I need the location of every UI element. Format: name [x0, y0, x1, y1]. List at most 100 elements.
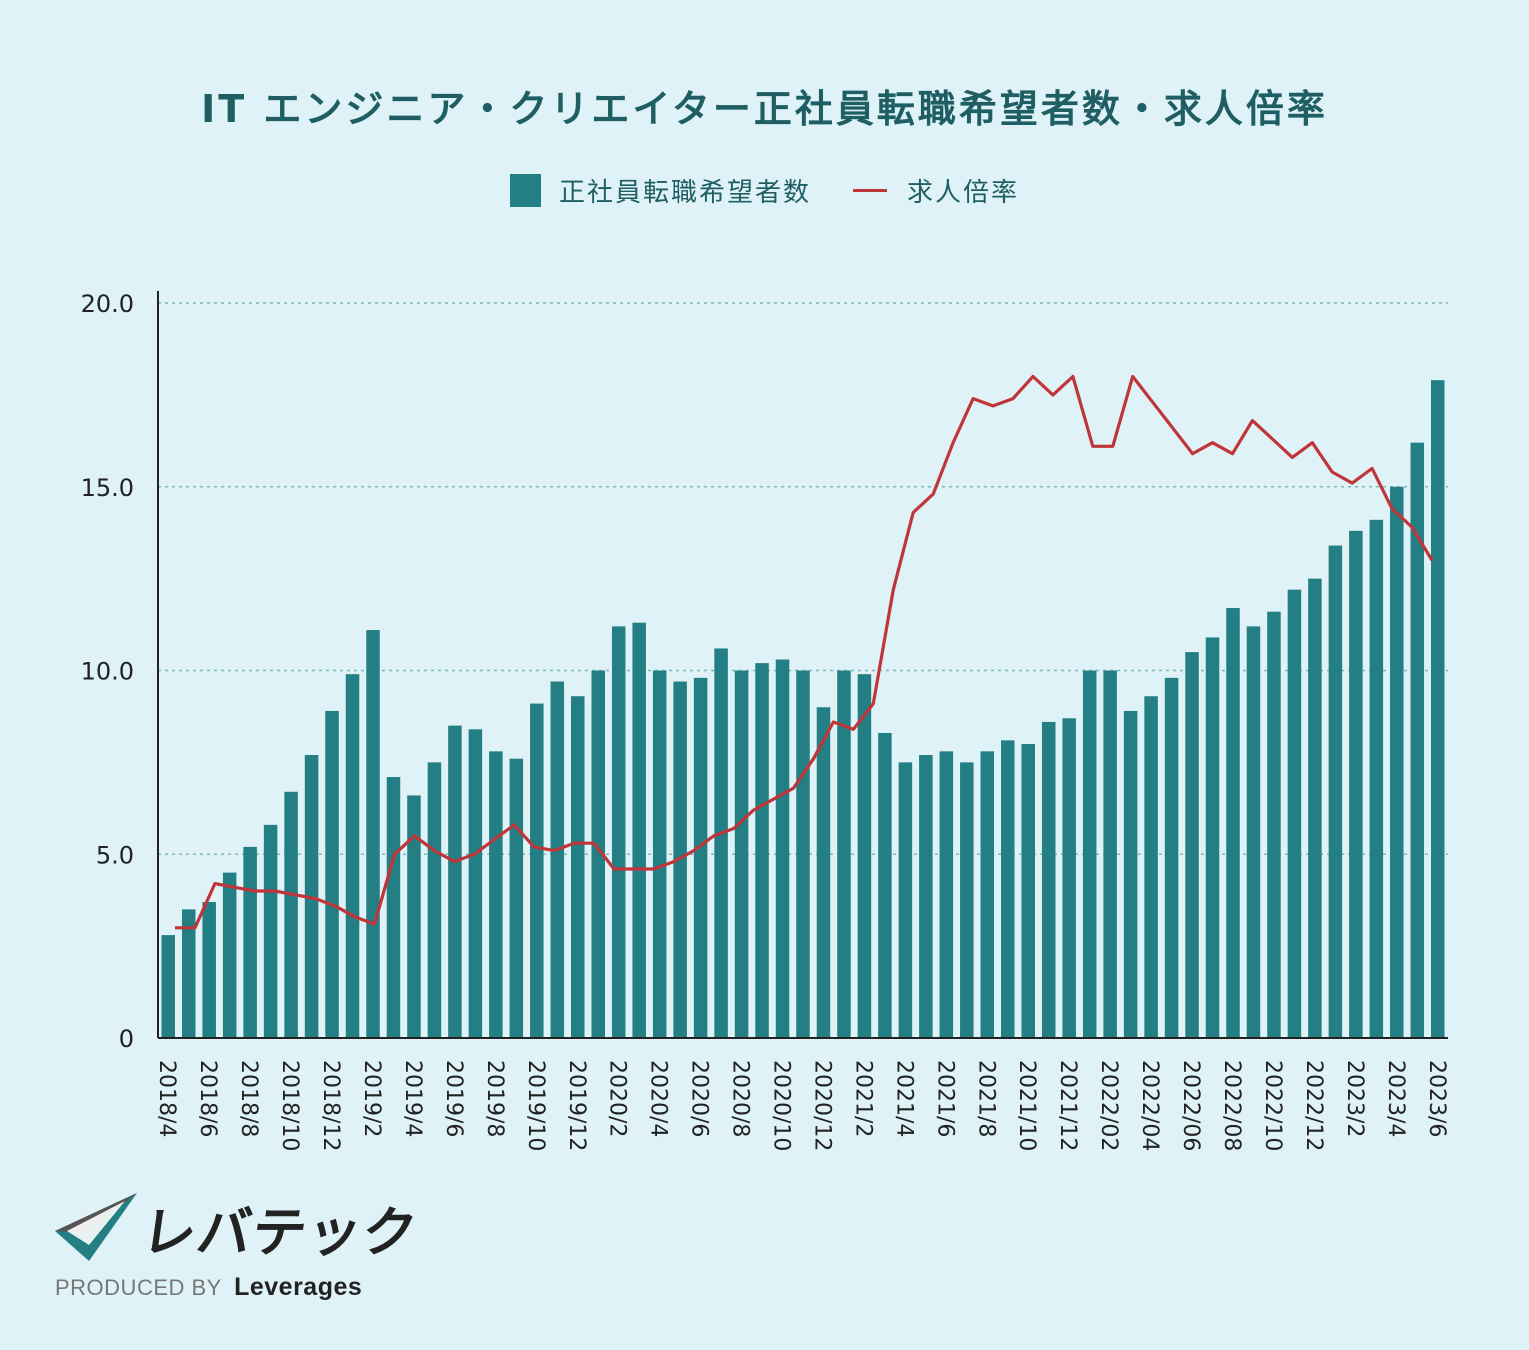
bar — [1185, 652, 1199, 1038]
bar — [939, 751, 954, 1038]
bar — [734, 670, 749, 1038]
legend-swatch-bar — [509, 174, 541, 207]
bar — [714, 648, 728, 1038]
bar — [181, 909, 196, 1038]
bar — [1287, 589, 1302, 1038]
y-tick-label: 15.0 — [81, 474, 134, 502]
bar — [222, 872, 237, 1038]
bar — [427, 762, 442, 1038]
x-tick-label: 2023/6 — [1424, 1060, 1449, 1137]
produced-by-line: PRODUCED BY Leverages — [55, 1273, 418, 1302]
bar — [775, 659, 790, 1038]
bar — [837, 670, 851, 1038]
y-tick-label: 5.0 — [96, 841, 134, 869]
bar — [857, 674, 872, 1038]
x-tick-label: 2019/4 — [400, 1060, 425, 1137]
bar — [919, 755, 933, 1038]
brand-logo: レバテック PRODUCED BY Leverages — [55, 1188, 422, 1302]
y-tick-label: 0 — [119, 1025, 134, 1053]
bar — [1349, 530, 1363, 1038]
bar — [1267, 611, 1281, 1038]
bar — [898, 762, 913, 1038]
bar — [611, 626, 626, 1038]
x-tick-label: 2018/8 — [236, 1060, 261, 1137]
bar — [1123, 710, 1138, 1038]
x-tick-label: 2022/12 — [1301, 1060, 1326, 1151]
bar — [1205, 637, 1220, 1038]
x-tick-label: 2019/12 — [564, 1060, 589, 1151]
bar — [345, 674, 360, 1038]
y-tick-label: 20.0 — [81, 290, 134, 318]
bar — [1410, 442, 1425, 1038]
bar — [407, 795, 421, 1038]
legend-label-applicants: 正社員転職希望者数 — [558, 178, 811, 208]
bar — [755, 663, 769, 1038]
x-tick-label: 2021/6 — [932, 1060, 957, 1137]
x-tick-label: 2023/2 — [1342, 1060, 1367, 1137]
bar — [530, 703, 544, 1038]
bar — [1246, 626, 1261, 1038]
x-tick-label: 2018/4 — [154, 1060, 179, 1137]
produced-by-label: PRODUCED BY — [55, 1275, 222, 1300]
bar — [693, 677, 708, 1038]
x-tick-label: 2022/10 — [1260, 1060, 1285, 1151]
bar — [263, 824, 278, 1038]
bar — [980, 751, 995, 1038]
legend-item-applicants: 正社員転職希望者数 — [509, 172, 811, 209]
x-tick-label: 2019/8 — [482, 1060, 507, 1137]
bar — [652, 670, 667, 1038]
x-tick-label: 2018/12 — [318, 1060, 343, 1151]
bar — [1369, 519, 1384, 1038]
x-tick-label: 2022/06 — [1178, 1060, 1203, 1151]
legend-label-ratio: 求人倍率 — [907, 178, 1020, 208]
bar — [591, 670, 605, 1038]
bar — [1001, 740, 1015, 1038]
bar — [1144, 696, 1158, 1038]
bar — [1226, 608, 1240, 1038]
x-tick-label: 2021/10 — [1014, 1060, 1039, 1151]
x-tick-label: 2022/08 — [1219, 1060, 1244, 1151]
bar — [1082, 670, 1097, 1038]
bar — [816, 707, 831, 1038]
x-tick-label: 2019/2 — [359, 1060, 384, 1137]
brand-wordmark: レバテック — [137, 1201, 422, 1264]
bar — [1041, 721, 1056, 1038]
x-tick-label: 2021/12 — [1055, 1060, 1080, 1151]
bar — [1021, 744, 1035, 1038]
bar — [468, 729, 483, 1038]
x-tick-label: 2021/2 — [850, 1060, 875, 1137]
x-tick-label: 2021/4 — [891, 1060, 916, 1137]
bar — [878, 732, 892, 1038]
bar — [1431, 380, 1445, 1038]
chart-title: IT エンジニア・クリエイター正社員転職希望者数・求人倍率 — [201, 87, 1328, 131]
x-tick-label: 2021/8 — [973, 1060, 998, 1137]
bar — [325, 710, 339, 1038]
x-tick-label: 2022/04 — [1137, 1060, 1162, 1151]
bar — [1103, 670, 1117, 1038]
x-tick-label: 2020/4 — [646, 1060, 671, 1137]
x-tick-label: 2018/6 — [195, 1060, 220, 1137]
checkmark-logo-icon — [55, 1192, 137, 1261]
bar — [796, 670, 810, 1038]
bar — [386, 777, 401, 1038]
x-tick-label: 2020/12 — [810, 1060, 835, 1151]
x-tick-label: 2019/10 — [523, 1060, 548, 1151]
bar — [571, 696, 585, 1038]
bar — [1390, 486, 1404, 1038]
bar — [1328, 545, 1343, 1038]
bar — [1164, 677, 1179, 1038]
bar — [366, 630, 380, 1038]
bar — [489, 751, 503, 1038]
line-series-ratio — [175, 374, 1434, 930]
x-tick-label: 2020/10 — [769, 1060, 794, 1151]
bar — [1062, 718, 1076, 1038]
legend-item-ratio: 求人倍率 — [811, 172, 1019, 209]
bar — [509, 758, 524, 1038]
x-tick-label: 2023/4 — [1383, 1060, 1408, 1137]
x-tick-label: 2022/02 — [1096, 1060, 1121, 1151]
company-name: Leverages — [234, 1273, 363, 1301]
x-tick-label: 2020/6 — [687, 1060, 712, 1137]
bar — [1308, 578, 1322, 1038]
bar — [550, 681, 565, 1038]
bar — [243, 846, 257, 1038]
